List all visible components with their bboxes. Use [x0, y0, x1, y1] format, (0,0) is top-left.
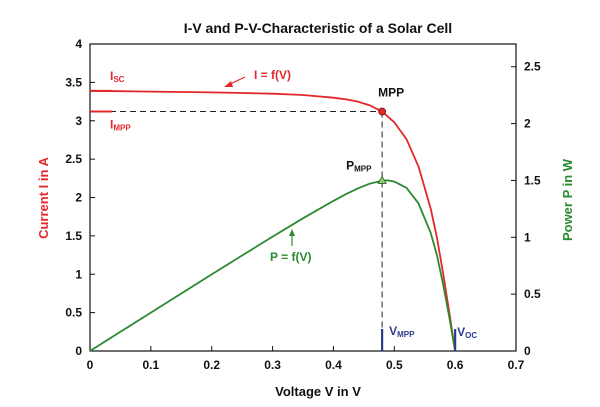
vmpp-label-main: V [389, 324, 397, 338]
iv-arrow-head [224, 81, 233, 87]
x-axis-ticks: 0 0.1 0.2 0.3 0.4 0.5 0.6 0.7 [87, 346, 525, 372]
impp-label: IMPP [110, 118, 131, 133]
vmpp-label: VMPP [389, 324, 415, 339]
pmpp-label-sub: MPP [354, 164, 372, 173]
x-tick-label: 0 [87, 358, 94, 372]
x-tick-label: 0.6 [447, 358, 464, 372]
left-tick-label: 0 [75, 344, 82, 358]
pv-curve-label: P = f(V) [270, 250, 311, 264]
left-tick-label: 3.5 [65, 75, 82, 89]
left-tick-label: 1.5 [65, 229, 82, 243]
right-axis-label: Power P in W [560, 158, 575, 241]
left-tick-label: 2.5 [65, 152, 82, 166]
mpp-dashed-guides [90, 111, 383, 351]
right-tick-label: 0 [524, 344, 531, 358]
pv-curve [89, 179, 456, 352]
right-tick-label: 1 [524, 230, 531, 244]
pmpp-label-main: P [346, 158, 354, 172]
iv-curve [89, 89, 456, 352]
vmpp-label-sub: MPP [397, 330, 415, 339]
left-tick-label: 0.5 [65, 306, 82, 320]
iv-curve-label: I = f(V) [254, 68, 291, 82]
x-tick-label: 0.1 [143, 358, 160, 372]
voc-label-main: V [457, 325, 465, 339]
pmpp-label: PMPP [346, 158, 372, 173]
chart-title: I-V and P-V-Characteristic of a Solar Ce… [184, 20, 452, 36]
left-tick-label: 2 [75, 191, 82, 205]
mpp-label: MPP [378, 86, 404, 100]
pv-arrow-head [289, 229, 295, 236]
markers-group [90, 89, 457, 351]
right-axis-ticks: 0 0.5 1 1.5 2 2.5 [511, 60, 541, 358]
left-axis-label: Current I in A [36, 156, 51, 238]
right-tick-label: 0.5 [524, 287, 541, 301]
series-group [89, 89, 456, 352]
left-tick-label: 1 [75, 267, 82, 281]
plot-area [89, 43, 517, 352]
x-axis-label: Voltage V in V [275, 384, 361, 399]
left-tick-label: 3 [75, 114, 82, 128]
pmpp-point [377, 175, 387, 184]
mpp-point [378, 107, 387, 116]
x-tick-label: 0.3 [264, 358, 281, 372]
right-tick-label: 1.5 [524, 173, 541, 187]
right-tick-label: 2.5 [524, 60, 541, 74]
voc-label: VOC [457, 325, 477, 340]
impp-label-sub: MPP [113, 124, 131, 133]
x-tick-label: 0.7 [508, 358, 525, 372]
voc-label-sub: OC [465, 331, 477, 340]
left-tick-label: 4 [75, 37, 82, 51]
right-tick-label: 2 [524, 117, 531, 131]
left-axis-ticks: 0 0.5 1 1.5 2 2.5 3 3.5 4 [65, 37, 95, 358]
isc-label: ISC [110, 69, 125, 84]
x-tick-label: 0.5 [386, 358, 403, 372]
x-tick-label: 0.4 [325, 358, 342, 372]
isc-label-main: I [110, 69, 113, 83]
impp-label-main: I [110, 118, 113, 132]
x-tick-label: 0.2 [203, 358, 220, 372]
isc-label-sub: SC [113, 75, 124, 84]
